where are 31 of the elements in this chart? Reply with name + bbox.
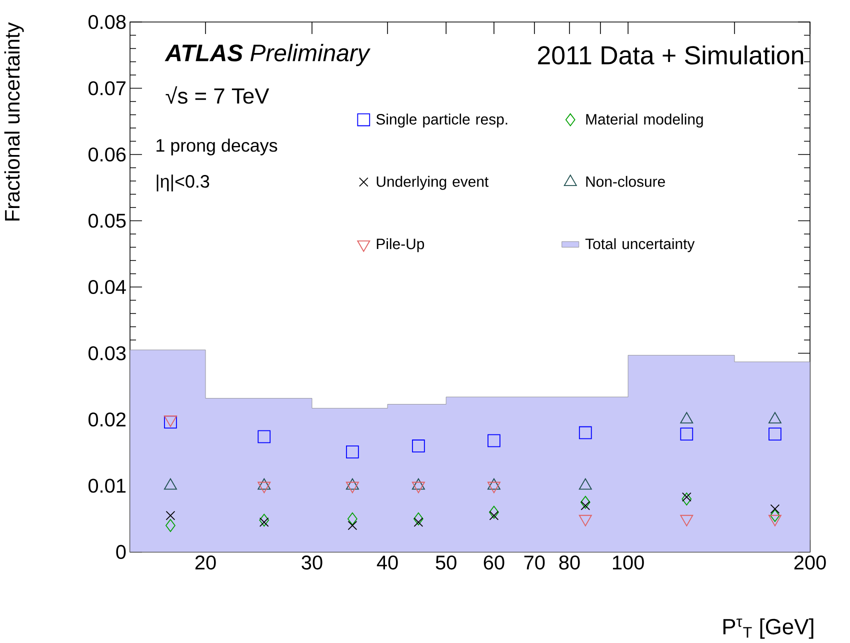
x-tick-label: 80 [559,556,580,570]
legend-label: Material modeling [586,114,703,128]
x-tick-label: 100 [612,556,644,570]
annotation: ATLAS Preliminary [164,44,371,66]
legend-label: Single particle resp. [376,114,508,128]
x-tick-label: 50 [436,556,456,570]
legend-label: Total uncertainty [585,238,695,252]
annotation: 1 prong decays [156,138,278,156]
legend-label: Pile-Up [376,238,424,252]
y-tick-label: 0.08 [88,14,126,30]
x-tick-label: 70 [524,556,545,570]
y-tick-label: 0.02 [88,412,126,427]
annotation: 2011 Data + Simulation [538,45,804,64]
legend-label: Underlying event [376,176,489,190]
y-tick-label: 0 [116,544,126,560]
y-tick-label: 0.01 [88,478,126,493]
x-tick-label: 20 [195,556,216,570]
y-tick-label: 0.07 [88,81,126,96]
x-tick-label: 60 [484,556,504,570]
y-tick-label: 0.04 [88,280,126,294]
y-tick-label: 0.03 [88,346,126,360]
x-axis-title: P$^{τ}$$_{T}$ [GeV] [723,618,814,639]
x-tick-label: 40 [376,556,398,570]
y-tick-label: 0.05 [88,214,126,228]
x-tick-label: 30 [302,556,322,570]
annotation: √s = 7 TeV [166,86,270,104]
annotation: |η|<0.3 [156,174,210,192]
y-axis-title: Fractional uncertainty [4,22,24,220]
y-tick-label: 0.06 [88,147,126,162]
x-tick-label: 200 [794,556,826,570]
legend-label: Non-closure [586,176,665,187]
